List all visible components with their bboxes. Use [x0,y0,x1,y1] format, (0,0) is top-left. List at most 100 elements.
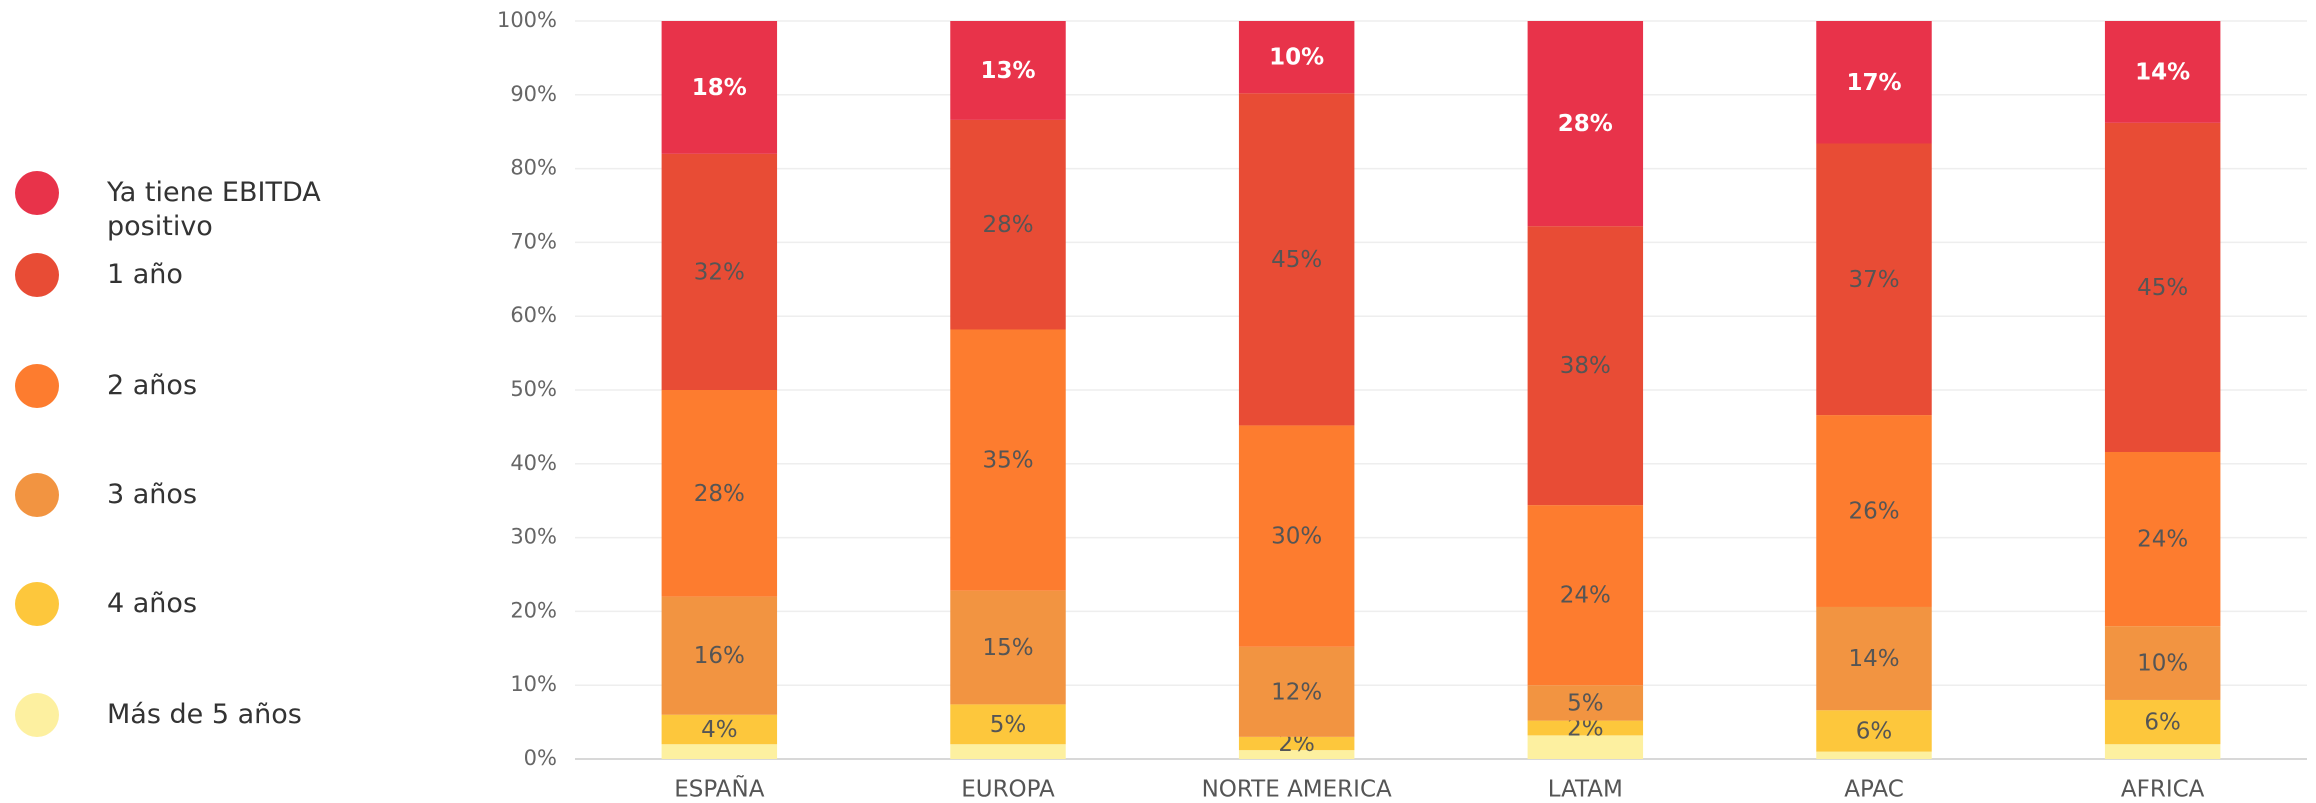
y-tick-label: 100% [497,8,557,32]
legend-item: Ya tiene EBITDA positivo [15,142,377,244]
data-label: 14% [1848,646,1899,672]
bar-segment [661,21,778,154]
bar-segment [1527,21,1644,227]
bar-segment [1527,226,1644,506]
data-label: 4% [701,717,738,743]
y-tick-label: 10% [510,672,557,696]
legend-item: 3 años [15,473,377,517]
data-label: 10% [1269,45,1324,71]
legend-swatch [15,364,59,408]
bar-segment [661,596,778,715]
x-tick-label: ESPAÑA [674,775,764,803]
legend-item: 2 años [15,364,377,408]
y-tick-label: 80% [510,156,557,180]
data-label: 45% [2137,275,2188,301]
bar-segment [1238,21,1355,94]
data-label: 18% [692,75,747,101]
legend-swatch [15,582,59,626]
data-label: 13% [980,58,1035,84]
bar-segment [1816,751,1932,759]
bar-segment [2104,744,2221,759]
bar-segment [1527,735,1644,759]
data-label: 28% [694,481,745,507]
bar-segment [2104,699,2221,745]
data-label: 32% [694,259,745,285]
data-label: 6% [1856,718,1893,744]
bar-segment [1527,720,1644,736]
bar-segment [1816,415,1932,607]
data-label: 30% [1271,524,1322,550]
bar-segment [950,21,1066,120]
legend-swatch [15,693,59,737]
bar-segment [661,153,778,390]
data-label: 45% [1271,247,1322,273]
bar-segment [1238,425,1355,647]
y-tick-label: 70% [510,229,557,253]
data-label: 24% [2137,527,2188,553]
bar-segment [1238,750,1355,759]
legend-item: Más de 5 años [15,693,377,737]
legend-label: 4 años [107,588,198,619]
data-label: 38% [1560,353,1611,379]
bar-segment [1816,710,1932,752]
legend-label: 3 años [107,479,198,510]
legend-label: 2 años [107,370,198,401]
legend-item: 4 años [15,582,377,626]
x-tick-label: AFRICA [2121,777,2205,803]
legend-swatch [15,171,59,215]
data-label: 16% [694,643,745,669]
bar-segment [661,744,778,759]
data-label: 28% [982,212,1033,238]
bar-segment [1238,736,1355,751]
data-label: 5% [990,712,1027,738]
data-label: 15% [982,635,1033,661]
x-tick-label: EUROPA [961,777,1055,803]
data-label: 35% [982,448,1033,474]
legend-swatch [15,473,59,517]
data-label: 37% [1848,267,1899,293]
bar-segment [1238,646,1355,737]
y-tick-label: 30% [510,525,557,549]
y-tick-label: 50% [510,377,557,401]
legend-item: 1 año [15,253,377,297]
legend-label: Ya tiene EBITDA positivo [107,177,321,242]
data-label: 5% [1567,690,1604,716]
bar-segment [1816,606,1932,711]
y-tick-label: 40% [510,451,557,475]
y-tick-label: 20% [510,598,557,622]
bar-segment [2104,122,2221,452]
bar-segment [2104,21,2221,123]
bar-segment [950,119,1066,330]
y-tick-label: 90% [510,82,557,106]
bar-segment [2104,626,2221,700]
bar-segment [661,390,778,597]
legend-swatch [15,253,59,297]
data-label: 6% [2144,710,2181,736]
bar-segment [1816,21,1932,144]
data-label: 28% [1558,111,1613,137]
bar-segment [950,329,1066,591]
bar-segment [950,590,1066,705]
y-tick-label: 0% [524,746,557,770]
bar-segment [950,704,1066,745]
data-label: 26% [1848,499,1899,525]
data-label: 24% [1560,583,1611,609]
bar-segment [1527,505,1644,686]
legend-label: 1 año [107,259,183,290]
bar-segment [2104,451,2221,627]
bar-segment [1527,685,1644,721]
bar-segment [1816,143,1932,416]
y-tick-label: 60% [510,303,557,327]
x-tick-label: NORTE AMERICA [1202,777,1392,803]
bar-segment [1238,93,1355,426]
x-tick-label: LATAM [1548,777,1623,803]
legend-label: Más de 5 años [107,699,302,730]
bar-segment [661,714,778,745]
bar-segment [950,744,1066,759]
data-label: 14% [2135,59,2190,85]
data-label: 10% [2137,651,2188,677]
data-label: 17% [1846,70,1901,96]
data-label: 12% [1271,679,1322,705]
